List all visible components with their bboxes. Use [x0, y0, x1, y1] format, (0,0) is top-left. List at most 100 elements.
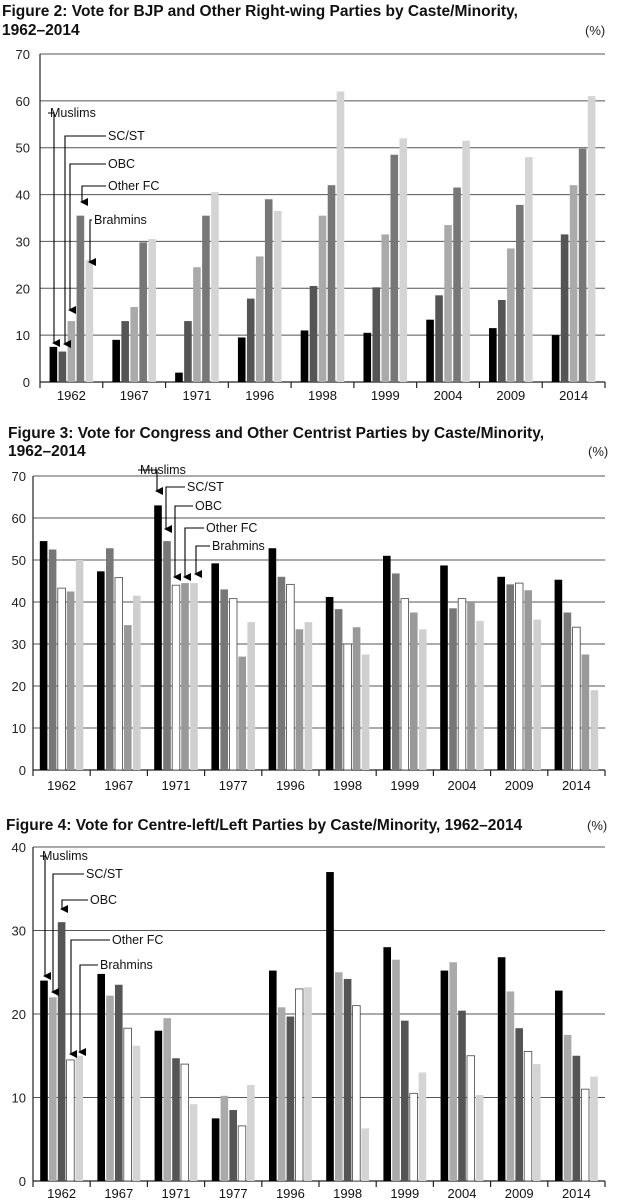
bar-muslims-1967 — [97, 973, 105, 1181]
bar-brahmins-1996 — [304, 987, 312, 1181]
bar-sc-st-1999 — [392, 959, 400, 1181]
y-tick-label: 0 — [23, 375, 30, 390]
bar-muslims-2009 — [497, 576, 505, 770]
bar-obc-1962 — [57, 922, 66, 1181]
bar-muslims-1971 — [154, 505, 162, 770]
x-category-label: 1962 — [47, 778, 76, 793]
bar-muslims-1999 — [363, 332, 372, 382]
y-tick-label: 30 — [12, 924, 26, 939]
bar-sc-st-1977 — [220, 589, 228, 770]
bar-sc-st-1998 — [335, 972, 343, 1181]
x-category-label: 1999 — [390, 1186, 419, 1200]
bar-brahmins-1977 — [247, 622, 255, 770]
bar-sc-st-1971 — [163, 1018, 171, 1181]
bar-obc-2004 — [457, 598, 467, 771]
annotation-arrow — [69, 939, 110, 1058]
y-tick-label: 60 — [12, 511, 26, 526]
annotation-brahmins: Brahmins — [212, 539, 265, 553]
x-category-label: 1977 — [219, 778, 248, 793]
bar-brahmins-1977 — [247, 1084, 255, 1181]
annotation-arrow — [78, 964, 98, 1056]
bar-other-fc-1967 — [124, 625, 132, 770]
bar-muslims-1998 — [325, 596, 334, 770]
bar-brahmins-2014 — [590, 1076, 598, 1181]
annotation-arrow — [68, 163, 106, 314]
bar-obc-1962 — [67, 321, 76, 382]
y-tick-label: 20 — [16, 281, 30, 296]
bar-sc-st-2009 — [506, 991, 515, 1181]
bar-other-fc-2014 — [581, 1088, 590, 1182]
bar-other-fc-1999 — [410, 612, 418, 770]
x-category-label: 2014 — [559, 388, 588, 403]
bar-brahmins-1971 — [190, 583, 198, 770]
bar-other-fc-1996 — [294, 988, 304, 1182]
y-tick-label: 10 — [12, 1091, 26, 1106]
bar-muslims-2014 — [554, 579, 563, 770]
bar-obc-2004 — [458, 1010, 466, 1181]
bar-other-fc-1971 — [181, 583, 189, 770]
x-category-label: 2004 — [448, 778, 477, 793]
bar-sc-st-1998 — [309, 285, 318, 382]
bar-other-fc-1962 — [66, 591, 75, 770]
bar-muslims-1962 — [39, 541, 48, 770]
annotation-arrow — [40, 855, 51, 980]
annotation-obc: OBC — [195, 499, 222, 513]
bar-obc-1996 — [286, 1016, 295, 1181]
bar-sc-st-2009 — [498, 300, 506, 382]
annotation-brahmins: Brahmins — [100, 958, 153, 972]
bar-brahmins-2004 — [476, 620, 484, 770]
bar-obc-2014 — [569, 185, 578, 382]
y-tick-label: 50 — [16, 141, 30, 156]
bar-muslims-1999 — [383, 555, 391, 770]
bar-sc-st-1962 — [49, 997, 57, 1181]
figure-3-title-line2: 1962–2014 — [8, 443, 86, 460]
bar-muslims-1971 — [175, 372, 183, 382]
bar-other-fc-1962 — [66, 1059, 75, 1182]
bar-obc-1998 — [343, 978, 352, 1181]
bar-muslims-1998 — [300, 330, 309, 382]
y-tick-label: 30 — [16, 234, 30, 249]
bar-muslims-1996 — [268, 548, 277, 770]
annotation-other-fc: Other FC — [112, 933, 163, 947]
bar-other-fc-1971 — [202, 215, 210, 382]
annotation-brahmins: Brahmins — [94, 213, 147, 227]
x-category-label: 2014 — [562, 778, 591, 793]
bar-other-fc-1998 — [352, 627, 361, 770]
x-category-label: 1996 — [276, 1186, 305, 1200]
bar-brahmins-1999 — [418, 1072, 427, 1181]
bar-sc-st-2014 — [560, 234, 569, 382]
annotation-arrow — [48, 112, 60, 347]
y-tick-label: 20 — [12, 679, 26, 694]
annotation-other-fc: Other FC — [206, 521, 257, 535]
bar-obc-2009 — [515, 1028, 523, 1181]
bar-muslims-1998 — [326, 872, 334, 1181]
bar-muslims-2004 — [440, 565, 448, 770]
bar-sc-st-2004 — [449, 608, 457, 770]
bar-obc-2014 — [572, 1055, 581, 1181]
bar-brahmins-1996 — [273, 210, 282, 382]
bar-sc-st-2004 — [449, 962, 457, 1181]
bar-obc-1971 — [172, 1058, 180, 1181]
bar-sc-st-1996 — [277, 576, 286, 770]
bar-obc-1967 — [130, 307, 138, 382]
bar-brahmins-2004 — [462, 140, 470, 382]
annotation-arrow — [173, 505, 193, 581]
figure-2-title-line2: 1962–2014 — [2, 22, 80, 39]
bar-muslims-2014 — [551, 335, 560, 382]
x-category-label: 1998 — [308, 388, 337, 403]
bar-sc-st-1967 — [106, 995, 114, 1181]
bar-muslims-1996 — [269, 970, 277, 1181]
bar-brahmins-1971 — [189, 1104, 198, 1181]
bar-obc-2004 — [444, 225, 452, 382]
bar-sc-st-2014 — [563, 1034, 572, 1181]
bar-brahmins-2009 — [525, 157, 533, 382]
bar-sc-st-1967 — [121, 321, 129, 382]
figure-2-title-line1: Figure 2: Vote for BJP and Other Right-w… — [2, 3, 518, 20]
annotation-arrow — [194, 545, 210, 578]
bar-sc-st-1996 — [246, 298, 255, 382]
bar-other-fc-2004 — [467, 602, 475, 770]
bar-brahmins-1996 — [304, 622, 313, 770]
bar-other-fc-1977 — [238, 656, 246, 770]
bar-muslims-1999 — [383, 947, 391, 1181]
